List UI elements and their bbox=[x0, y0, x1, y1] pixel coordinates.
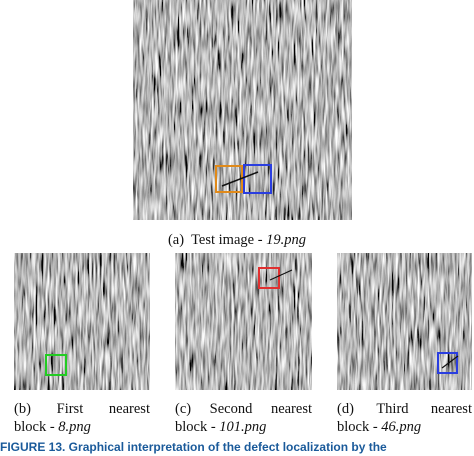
caption-label: (a) bbox=[167, 232, 185, 248]
caption-word: nearest bbox=[108, 401, 150, 417]
marker-line bbox=[269, 269, 293, 281]
block-image bbox=[14, 253, 150, 390]
main-caption: (a) Test image - 19.png bbox=[0, 231, 474, 249]
caption-line: block - 8.png bbox=[14, 418, 150, 436]
red-box bbox=[258, 267, 280, 289]
caption-word: (c) bbox=[175, 401, 192, 417]
caption-text: block - bbox=[14, 419, 59, 435]
blue-box bbox=[437, 352, 458, 374]
figure-caption: FIGURE 13. Graphical interpretation of t… bbox=[0, 440, 387, 454]
caption-text: block - bbox=[337, 419, 382, 435]
green-box bbox=[45, 354, 67, 376]
caption-text: Test image - bbox=[191, 232, 267, 248]
caption-file: 8.png bbox=[58, 419, 91, 435]
block-image bbox=[337, 253, 472, 390]
caption-line: block - 101.png bbox=[175, 418, 312, 436]
marker-line bbox=[221, 171, 259, 187]
caption-word: nearest bbox=[430, 401, 472, 417]
marker-line bbox=[441, 355, 459, 369]
block-image bbox=[175, 253, 312, 390]
caption-file: 101.png bbox=[219, 419, 267, 435]
caption-word: (b) bbox=[14, 401, 31, 417]
caption-text: block - bbox=[175, 419, 220, 435]
caption-word: Second bbox=[209, 401, 253, 417]
caption-word: First bbox=[56, 401, 84, 417]
panel-caption: (c) Second nearest block - 101.png bbox=[175, 400, 312, 436]
panel-caption: (d) Third nearest block - 46.png bbox=[337, 400, 472, 436]
blue-box bbox=[243, 164, 272, 194]
caption-file: 19.png bbox=[266, 232, 307, 248]
caption-line: block - 46.png bbox=[337, 418, 472, 436]
caption-file: 46.png bbox=[381, 419, 422, 435]
caption-word: Third bbox=[376, 401, 409, 417]
caption-line: (c) Second nearest bbox=[175, 400, 312, 418]
caption-word: (d) bbox=[337, 401, 354, 417]
caption-line: (d) Third nearest bbox=[337, 400, 472, 418]
caption-line: (b) First nearest bbox=[14, 400, 150, 418]
panel-caption: (b) First nearest block - 8.png bbox=[14, 400, 150, 436]
caption-word: nearest bbox=[270, 401, 312, 417]
